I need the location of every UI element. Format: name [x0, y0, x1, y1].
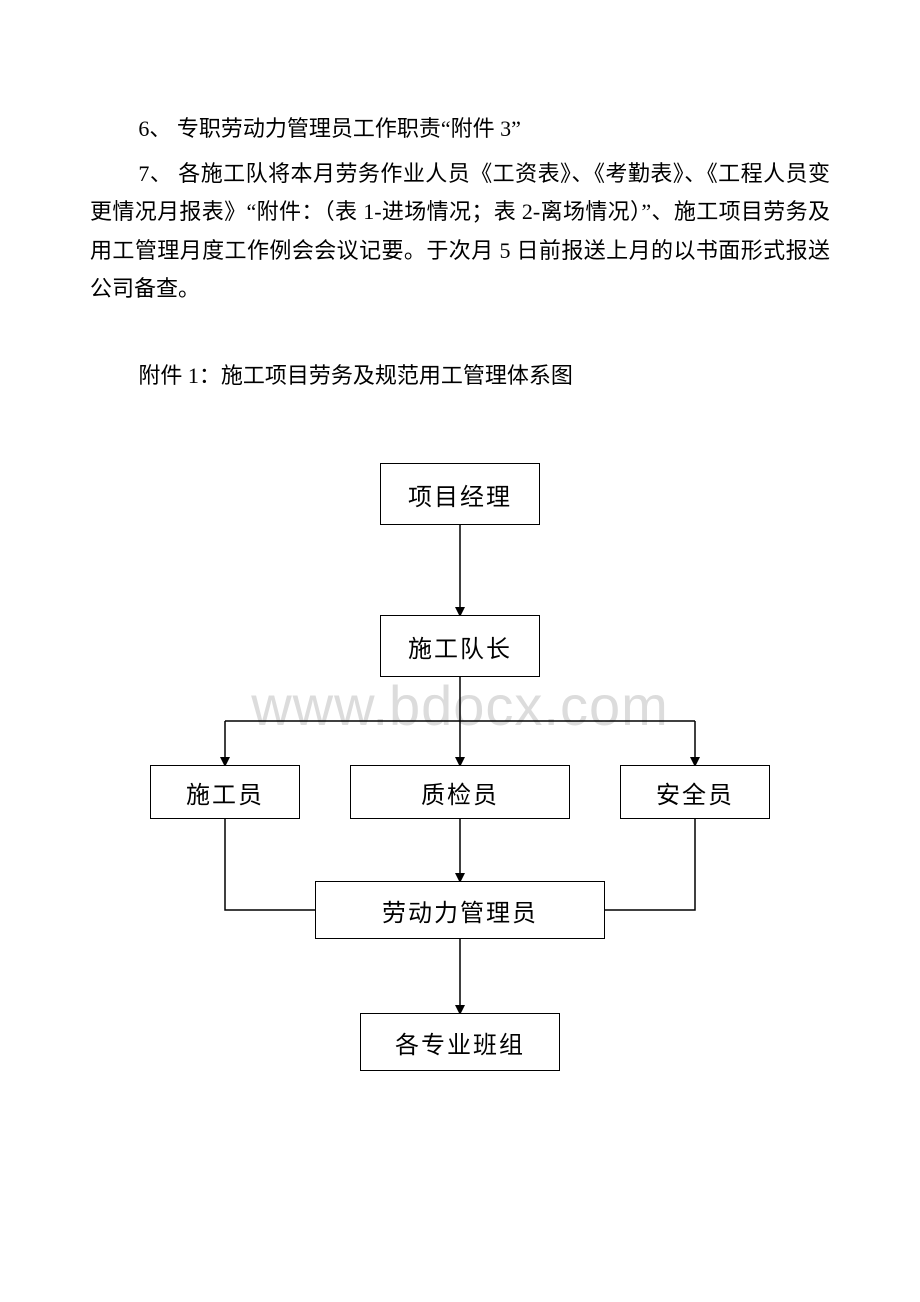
flowchart-node-n4: 质检员 [350, 765, 570, 819]
flowchart-edge [225, 819, 315, 910]
document-page: 6、 专职劳动力管理员工作职责“附件 3” 7、 各施工队将本月劳务作业人员《工… [0, 0, 920, 1302]
org-flowchart: www.bdocx.com 项目经理施工队长施工员质检员安全员劳动力管理员各专业… [150, 463, 770, 1103]
flowchart-node-n5: 安全员 [620, 765, 770, 819]
paragraph-6: 6、 专职劳动力管理员工作职责“附件 3” [90, 110, 830, 149]
attachment-title: 附件 1：施工项目劳务及规范用工管理体系图 [90, 357, 830, 396]
flowchart-edge [605, 819, 695, 910]
paragraph-7: 7、 各施工队将本月劳务作业人员《工资表》、《考勤表》、《工程人员变更情况月报表… [90, 155, 830, 309]
flowchart-node-n3: 施工员 [150, 765, 300, 819]
flowchart-node-n1: 项目经理 [380, 463, 540, 525]
spacer [90, 401, 830, 443]
flowchart-node-n2: 施工队长 [380, 615, 540, 677]
flowchart-node-n6: 劳动力管理员 [315, 881, 605, 939]
spacer [90, 315, 830, 357]
flowchart-node-n7: 各专业班组 [360, 1013, 560, 1071]
